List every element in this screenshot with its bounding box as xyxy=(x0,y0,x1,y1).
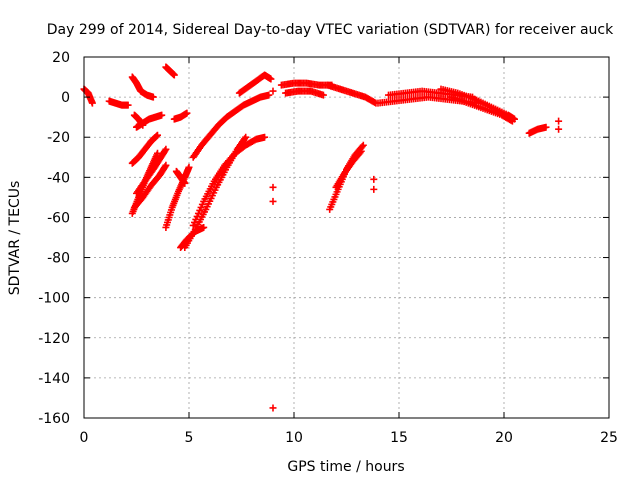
data-point xyxy=(267,75,275,83)
grid-layer xyxy=(84,57,609,418)
data-point xyxy=(269,197,277,205)
data-point-interp xyxy=(241,135,249,143)
y-tick-label: -80 xyxy=(47,251,70,267)
y-tick-label: -100 xyxy=(38,291,70,307)
series-arc-early-2 xyxy=(128,73,157,101)
series-arc-p xyxy=(324,81,380,107)
y-tick-label: -40 xyxy=(47,170,70,186)
data-point xyxy=(170,71,178,79)
data-point xyxy=(181,179,189,187)
series-arc-e xyxy=(162,163,193,231)
data-point xyxy=(370,175,378,183)
series-arc-m xyxy=(282,87,327,99)
series-arc-l xyxy=(277,79,336,89)
chart-title: Day 299 of 2014, Sidereal Day-to-day VTE… xyxy=(47,22,614,38)
series-arc-c xyxy=(130,161,170,211)
data-point xyxy=(359,141,367,149)
x-tick-label: 5 xyxy=(185,430,194,446)
data-point xyxy=(158,111,166,119)
data-point-interp xyxy=(358,142,366,150)
y-tick-label: 0 xyxy=(61,90,70,106)
series-arc-t xyxy=(448,93,516,125)
series-arc-a xyxy=(128,131,161,167)
x-tick-label: 10 xyxy=(285,430,303,446)
series-arc-early-5 xyxy=(162,63,178,79)
series-isolated xyxy=(269,87,563,412)
x-tick-label: 15 xyxy=(390,430,408,446)
series-arc-o xyxy=(332,147,365,191)
data-point xyxy=(269,404,277,412)
data-point xyxy=(149,93,157,101)
data-point xyxy=(200,223,208,231)
x-tick-label: 20 xyxy=(495,430,513,446)
data-point xyxy=(88,99,96,107)
tick-layer: 0 5 10 15 20 25 20 0 -20 -40 -60 -80 -100 -120 -140 -16… xyxy=(38,50,618,446)
data-point xyxy=(269,87,277,95)
y-tick-label: -160 xyxy=(38,411,70,427)
y-tick-label: -60 xyxy=(47,210,70,226)
data-point xyxy=(357,147,365,155)
series-arc-early-4 xyxy=(133,111,166,131)
x-tick-label: 0 xyxy=(80,430,89,446)
data-point xyxy=(261,133,269,141)
series-arc-early-6 xyxy=(170,109,191,123)
data-point xyxy=(183,109,191,117)
data-point xyxy=(319,91,327,99)
data-point-interp xyxy=(356,149,364,157)
series-arc-early-1 xyxy=(105,97,132,109)
y-tick-label: -120 xyxy=(38,331,70,347)
data-point xyxy=(185,163,193,171)
y-tick-label: -140 xyxy=(38,371,70,387)
x-axis-label: GPS time / hours xyxy=(287,459,404,475)
series-arc-early-0 xyxy=(80,85,96,107)
data-point xyxy=(370,185,378,193)
series-arc-f xyxy=(172,167,189,187)
series-arc-j xyxy=(189,133,269,229)
data-point xyxy=(154,149,161,157)
x-tick-label: 25 xyxy=(600,430,618,446)
data-point xyxy=(162,161,170,169)
marks-layer xyxy=(80,63,563,412)
data-point xyxy=(124,101,132,109)
y-axis-label: SDTVAR / TECUs xyxy=(7,181,23,296)
series-arc-k xyxy=(235,71,275,97)
data-point xyxy=(242,133,250,141)
data-point xyxy=(162,145,170,153)
y-tick-label: -20 xyxy=(47,130,70,146)
series-arc-d xyxy=(133,145,170,197)
data-point xyxy=(555,125,563,133)
data-point xyxy=(265,91,273,99)
data-point xyxy=(269,183,277,191)
data-point xyxy=(542,123,550,131)
series-arc-u xyxy=(525,123,550,137)
y-tick-label: 20 xyxy=(52,50,70,66)
data-point xyxy=(154,131,161,139)
data-point xyxy=(508,117,516,125)
data-point xyxy=(555,117,563,125)
plot-frame xyxy=(83,56,610,419)
series-arc-h xyxy=(189,91,273,161)
